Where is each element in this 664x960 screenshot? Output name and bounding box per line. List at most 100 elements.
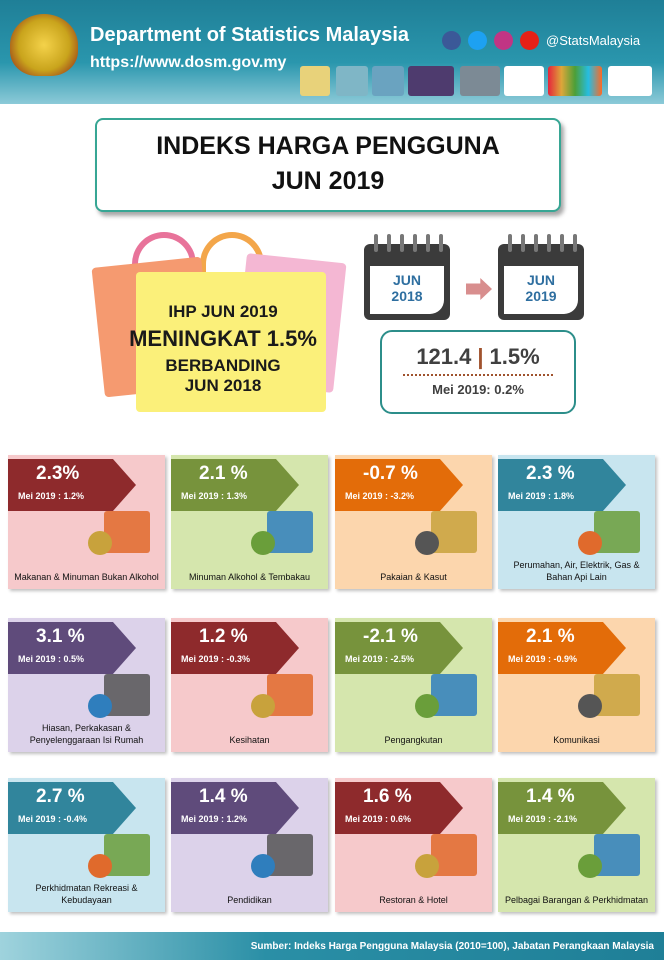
card-value: 2.3%: [36, 463, 80, 484]
card-icon: [251, 694, 275, 718]
instagram-icon[interactable]: [494, 31, 513, 50]
calendar-ring: [573, 234, 577, 252]
logo: [372, 66, 404, 96]
card-value: 2.1 %: [526, 626, 575, 647]
calendar-year: 2019: [525, 288, 557, 304]
card-label: Perkhidmatan Rekreasi & Kebudayaan: [35, 883, 138, 905]
card-value: 2.1 %: [199, 463, 248, 484]
card-icon: [88, 854, 112, 878]
card-previous: Mei 2019 : -0.4%: [18, 814, 88, 824]
card-arrow: [171, 459, 299, 511]
logo: [608, 66, 652, 96]
card-icon: [578, 694, 602, 718]
facebook-icon[interactable]: [442, 31, 461, 50]
dotted-rule: [403, 374, 553, 376]
card-previous: Mei 2019 : -2.5%: [345, 654, 415, 664]
card-arrow: [498, 782, 626, 834]
social-handle[interactable]: @StatsMalaysia: [546, 33, 641, 48]
category-card: 2.1 % Mei 2019 : -0.9% Komunikasi: [498, 618, 655, 752]
calendar-ring: [560, 234, 564, 252]
title-line: INDEKS HARGA PENGGUNA: [156, 132, 500, 160]
calendar-page: JUN 2019: [504, 266, 578, 314]
card-icon: [251, 531, 275, 555]
arrow-icon: [466, 278, 492, 300]
card-label: Pelbagai Barangan & Perkhidmatan: [504, 895, 649, 905]
category-card: 1.4 % Mei 2019 : -2.1% Pelbagai Barangan &…: [498, 778, 655, 912]
card-label: Makanan & Minuman Bukan Alkohol: [14, 572, 159, 582]
category-card: 1.2 % Mei 2019 : -0.3% Kesihatan: [171, 618, 328, 752]
card-icon: [594, 834, 640, 876]
card-arrow: [335, 459, 463, 511]
source-text: Sumber: Indeks Harga Pengguna Malaysia (…: [250, 941, 654, 952]
index-value: 121.4: [416, 344, 472, 369]
card-icon: [415, 694, 439, 718]
card-icon: [104, 834, 150, 876]
category-card: 2.3% Mei 2019 : 1.2% Makanan & Minuman Buk…: [8, 455, 165, 589]
card-previous: Mei 2019 : 1.8%: [508, 491, 575, 501]
category-card: -2.1 % Mei 2019 : -2.5% Pengangkutan: [335, 618, 492, 752]
card-label: Perumahan, Air, Elektrik, Gas & Bahan Ap…: [513, 560, 640, 582]
card-label: Pakaian & Kasut: [380, 572, 447, 582]
calendar-page: JUN 2018: [370, 266, 444, 314]
card-label: Restoran & Hotel: [379, 895, 448, 905]
calendar-ring: [426, 234, 430, 252]
highlight-text: IHP JUN 2019 MENINGKAT 1.5% BERBANDING J…: [108, 302, 338, 396]
card-arrow: [335, 622, 463, 674]
calendar-month: JUN: [526, 272, 555, 288]
highlight-line: MENINGKAT 1.5%: [129, 326, 317, 351]
calendar: JUN 2018: [364, 234, 450, 320]
card-value: 2.3 %: [526, 463, 575, 484]
card-label: Kesihatan: [229, 735, 270, 745]
index-previous: Mei 2019: 0.2%: [432, 382, 524, 397]
highlight-line: BERBANDING: [165, 356, 281, 375]
org-url[interactable]: https://www.dosm.gov.my: [90, 54, 287, 71]
footer-banner: Sumber: Indeks Harga Pengguna Malaysia (…: [0, 932, 664, 960]
card-previous: Mei 2019 : 0.5%: [18, 654, 85, 664]
card-arrow: [8, 622, 136, 674]
index-row: 121.4 | 1.5%: [382, 344, 574, 370]
card-value: -0.7 %: [363, 463, 418, 484]
card-value: -2.1 %: [363, 626, 418, 647]
bag-handle: [132, 232, 196, 278]
category-card: -0.7 % Mei 2019 : -3.2% Pakaian & Kasut: [335, 455, 492, 589]
youtube-icon[interactable]: [520, 31, 539, 50]
logo: [504, 66, 544, 96]
calendar-ring: [387, 234, 391, 252]
card-icon: [415, 854, 439, 878]
card-icon: [594, 511, 640, 553]
calendar-ring: [521, 234, 525, 252]
category-card: 3.1 % Mei 2019 : 0.5% Hiasan, Perkakasan &…: [8, 618, 165, 752]
card-value: 3.1 %: [36, 626, 85, 647]
category-card: 1.6 % Mei 2019 : 0.6% Restoran & Hotel: [335, 778, 492, 912]
highlight-line: JUN 2018: [184, 376, 262, 395]
calendar-ring: [400, 234, 404, 252]
card-previous: Mei 2019 : -0.9%: [508, 654, 578, 664]
card-icon: [431, 834, 477, 876]
card-arrow: [335, 782, 463, 834]
card-previous: Mei 2019 : 0.6%: [345, 814, 412, 824]
card-arrow: [171, 782, 299, 834]
card-label: Minuman Alkohol & Tembakau: [189, 572, 310, 582]
org-title: Department of Statistics Malaysia: [90, 24, 409, 46]
card-icon: [267, 674, 313, 716]
card-icon: [251, 854, 275, 878]
card-icon: [415, 531, 439, 555]
card-icon: [431, 511, 477, 553]
logo: [460, 66, 500, 96]
card-icon: [104, 674, 150, 716]
card-label: Hiasan, Perkakasan & Penyelenggaraan Isi…: [29, 723, 144, 745]
card-icon: [594, 674, 640, 716]
category-card: 2.1 % Mei 2019 : 1.3% Minuman Alkohol & Te…: [171, 455, 328, 589]
card-value: 1.2 %: [199, 626, 248, 647]
separator: |: [477, 344, 484, 369]
card-value: 1.4 %: [526, 786, 575, 807]
logo: [300, 66, 330, 96]
twitter-icon[interactable]: [468, 31, 487, 50]
calendar: JUN 2019: [498, 234, 584, 320]
highlight-line: IHP JUN 2019: [168, 302, 278, 321]
index-change: 1.5%: [489, 344, 540, 369]
card-previous: Mei 2019 : -3.2%: [345, 491, 415, 501]
logo: [548, 66, 602, 96]
card-arrow: [8, 782, 136, 834]
